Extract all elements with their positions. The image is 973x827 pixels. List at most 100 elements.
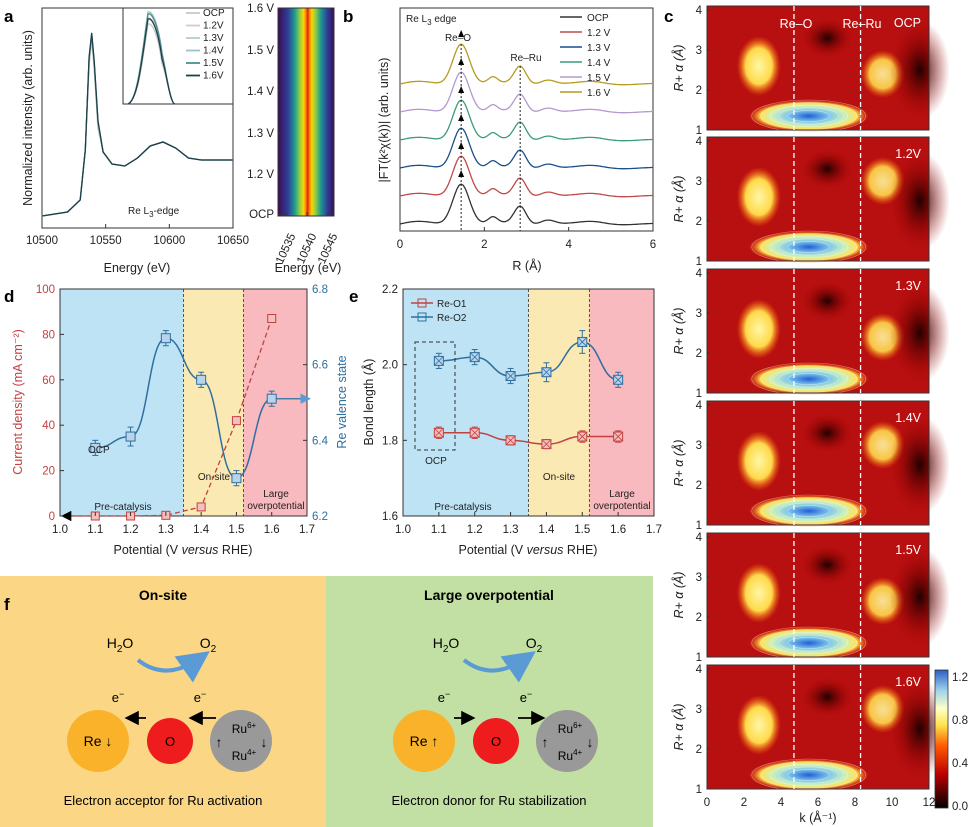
wavelet-frame	[706, 136, 930, 262]
ft-line-1.2 V	[399, 155, 653, 198]
contour-line	[778, 370, 840, 388]
wavelet-feature	[736, 563, 781, 623]
contour-line	[751, 362, 867, 396]
panel-d: d 1.0 1.1 1.2 1.3 1.4 1.5 1.6 1.7 0 20 40 60 80 100 6.…	[4, 284, 349, 557]
tick-label: 3	[696, 704, 702, 716]
contour-line	[787, 505, 831, 517]
panel-b-ylabel: |FT(k²χ(k))| (arb. units)	[377, 58, 391, 183]
panel-b-xticks: 0 2 4 6	[397, 227, 656, 251]
wavelet-feature	[736, 36, 781, 96]
contour-line	[760, 629, 858, 657]
tick-label: 2	[696, 612, 702, 624]
tick-label: 4	[778, 797, 785, 809]
wavelet-frame	[706, 5, 930, 131]
panel-e-ocp-label: OCP	[425, 456, 447, 467]
bond-point-cross	[541, 439, 552, 449]
wavelet-peak	[748, 100, 869, 132]
atom-ru-label: Ru4+	[558, 748, 583, 763]
spin-arrow: ↑	[542, 734, 549, 750]
wavelet-map-1.2V: 1.2V 1 2 3 4 R+ α (Å)	[671, 136, 950, 268]
reaction-arrow	[136, 651, 210, 683]
spin-arrow: ↑	[216, 734, 223, 750]
panel-label-a: a	[4, 7, 14, 26]
tick-label: 2	[696, 348, 702, 360]
contour-line	[778, 634, 840, 652]
panel-a-legend: OCP 1.2V1.3V 1.4V1.5V 1.6V	[186, 8, 225, 82]
schematic-left: On-site H2O O2 e− e− Re ↓ O Ru6+ Ru4+ ↑ ↓ Electron …	[64, 587, 272, 808]
legend-label: 1.4 V	[587, 58, 611, 69]
bond-point-cross	[577, 431, 588, 442]
tick-label: 1.7	[299, 524, 315, 536]
contour-line	[778, 238, 840, 256]
panel-e-regions	[403, 289, 654, 516]
tick-label: 4	[696, 268, 703, 280]
wavelet-ylabel: R+ α (Å)	[671, 571, 686, 618]
wavelet-ylabel: R+ α (Å)	[671, 703, 686, 750]
contour-line	[769, 104, 849, 128]
tick-label: 3	[696, 572, 702, 584]
tick-label: 60	[42, 375, 55, 387]
heatmap-yticks: OCP 1.2 V 1.3 V 1.4 V 1.5 V 1.6 V	[247, 3, 282, 221]
legend-marker	[417, 298, 427, 308]
tick-label: 80	[42, 329, 55, 341]
reaction-arrow	[462, 651, 536, 683]
bond-point-cross	[469, 427, 480, 438]
panel-e-region-pre: Pre-catalysis	[434, 502, 491, 513]
tick-label: 1.6	[264, 524, 280, 536]
atom-ru	[210, 710, 272, 772]
wavelet-frame	[706, 532, 930, 658]
wavelet-map-1.3V: 1.3V 1 2 3 4 R+ α (Å)	[671, 268, 950, 400]
heatmap-body	[278, 8, 334, 216]
legend-label: 1.5 V	[587, 73, 611, 84]
panel-d-region-pre: Pre-catalysis	[94, 502, 151, 513]
tick-label: 4	[696, 400, 703, 412]
tick-label: 2	[696, 85, 702, 97]
heatmap-xlabel: Energy (eV)	[275, 261, 342, 275]
region-band	[60, 289, 184, 516]
atom-re	[67, 710, 129, 772]
legend-label: Re-O1	[437, 299, 467, 310]
wavelet-map-1.4V: 1.4V 1 2 3 4 R+ α (Å)	[671, 400, 950, 532]
colorbar-ticks: 1.2 0.8 0.4 0.0	[952, 672, 969, 813]
wavelet-label: 1.2V	[895, 147, 921, 161]
schematic-caption: Electron acceptor for Ru activation	[64, 793, 263, 808]
wavelet-feature	[801, 149, 854, 189]
atom-ru	[536, 710, 598, 772]
product-label: O2	[200, 635, 217, 655]
tick-label: 3	[696, 176, 702, 188]
panel-a-xticks: 10500 10550 10600 10650	[26, 224, 249, 247]
spectrum-line-1.6V	[41, 32, 233, 217]
wavelet-feature	[801, 545, 854, 585]
electron-label: e−	[438, 689, 451, 705]
tick-label: 12	[923, 797, 936, 809]
tick-label: 1.6	[610, 524, 626, 536]
panel-e-region-large: Large overpotential	[593, 489, 650, 512]
wavelet-peak	[748, 231, 869, 263]
tick-label: 1	[696, 388, 702, 400]
panel-e-ticks: 1.0 1.1 1.2 1.3 1.4 1.5 1.6 1.7 1.6 1.8 2.0 2.2	[382, 284, 662, 536]
wavelet-feature	[889, 151, 950, 251]
panel-label-b: b	[343, 7, 353, 26]
tick-label: 1	[696, 256, 702, 268]
panel-d-ocp-label: OCP	[88, 445, 110, 456]
legend-label: 1.2 V	[587, 28, 611, 39]
panel-d-ylabel-right: Re valence state	[335, 355, 349, 448]
tick-label: 40	[42, 420, 55, 432]
contour-line	[769, 763, 849, 787]
panel-c-maps: OCP 1 2 3 4 R+ α (Å) 1.2V 1 2 3 4 R+ α (Å) 1.3V 1 2 3 4 R…	[671, 5, 950, 796]
panel-b-xlabel: R (Å)	[512, 258, 541, 273]
atom-re	[393, 710, 455, 772]
tick-label: 2	[481, 239, 487, 251]
wavelet-map-1.6V: 1.6V 1 2 3 4 R+ α (Å)	[671, 664, 950, 796]
legend-marker	[417, 312, 427, 322]
schematic-title: Large overpotential	[424, 587, 554, 603]
tick-label: 1.3	[158, 524, 174, 536]
tick-label: 1.1	[87, 524, 103, 536]
atom-o	[473, 718, 519, 764]
wavelet-label: 1.6V	[895, 675, 921, 689]
peak-arrow	[458, 30, 465, 37]
panel-d-ticks: 1.0 1.1 1.2 1.3 1.4 1.5 1.6 1.7 0 20 40 60 80 100 6.2 6…	[36, 284, 329, 536]
panel-b: b Re L3 edge OCP 1.2 V 1.3 V 1.4 V 1.5 V 1.6 …	[343, 7, 656, 273]
atom-ru-label: Ru6+	[232, 721, 257, 736]
